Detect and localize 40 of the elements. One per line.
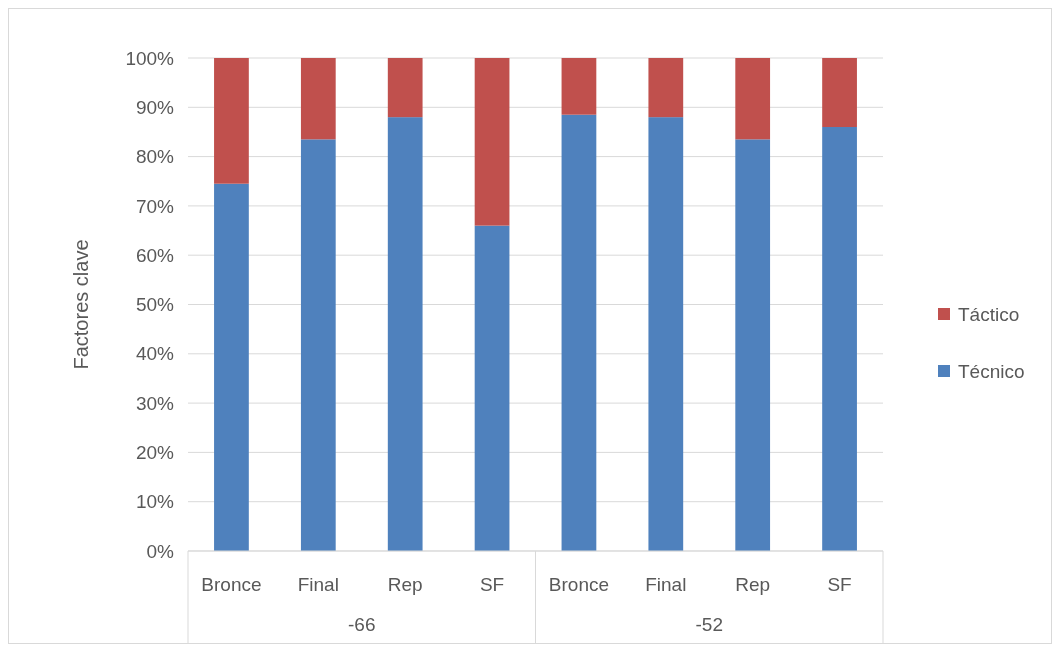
bar: [300, 58, 336, 140]
bar: [561, 58, 597, 115]
y-tick-label: 70%: [135, 195, 175, 217]
x-tick-label: Rep: [387, 574, 423, 595]
bar: [214, 58, 249, 184]
x-tick-label: SF: [479, 574, 505, 595]
x-tick-label: Final: [297, 574, 339, 595]
x-tick-label: SF: [827, 574, 852, 595]
bar: [474, 225, 510, 551]
bar: [214, 183, 249, 551]
y-tick-label: 20%: [135, 442, 175, 464]
bar: [474, 58, 510, 226]
y-tick-label: 30%: [135, 392, 175, 414]
y-axis-title: Factores clave: [70, 239, 92, 370]
y-tick-label: 40%: [135, 343, 175, 365]
y-tick-label: 50%: [135, 294, 175, 316]
bar: [822, 127, 857, 551]
bar: [300, 139, 336, 551]
legend-label: Técnico: [958, 360, 1025, 382]
x-tick-label: Final: [645, 574, 687, 595]
x-tick-label: Rep: [735, 574, 771, 595]
y-tick-label: 0%: [146, 540, 175, 562]
y-tick-label: 100%: [125, 47, 175, 69]
x-tick-label: Bronce: [548, 574, 610, 595]
bar: [735, 58, 771, 140]
legend-label: Táctico: [958, 303, 1020, 325]
y-tick-label: 10%: [135, 491, 175, 513]
y-tick-label: 80%: [135, 146, 175, 168]
bar: [387, 117, 423, 551]
x-tick-label: Bronce: [201, 574, 262, 595]
bar: [561, 114, 597, 551]
bar: [735, 139, 771, 551]
text: -66: [348, 614, 376, 635]
text: -52: [695, 614, 723, 635]
y-tick-label: 90%: [135, 96, 175, 118]
bar: [648, 117, 684, 551]
bar: [387, 58, 423, 118]
bar: [822, 58, 857, 128]
bar: [648, 58, 684, 118]
y-tick-label: 60%: [135, 244, 175, 266]
